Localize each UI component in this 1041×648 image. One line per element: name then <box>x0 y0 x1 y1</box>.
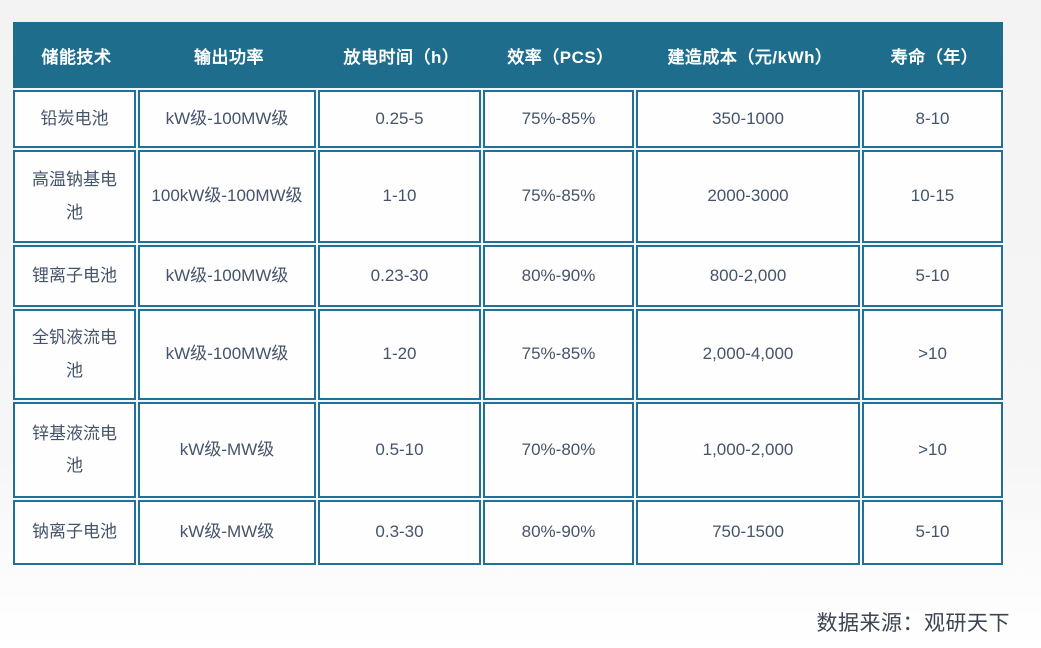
table-cell: >10 <box>862 309 1003 400</box>
table-cell: 70%-80% <box>483 402 634 498</box>
table-cell: 0.25-5 <box>318 90 481 148</box>
header-cell-efficiency: 效率（PCS） <box>507 47 614 67</box>
table-cell: 钠离子电池 <box>13 500 136 565</box>
data-source-note: 数据来源：观研天下 <box>816 612 1010 635</box>
table-cell: 1-20 <box>318 309 481 400</box>
table-cell: kW级-100MW级 <box>138 245 316 307</box>
table-row: 锌基液流电池 kW级-MW级 0.5-10 70%-80% 1,000-2,00… <box>13 402 1003 498</box>
header-cell-discharge-time: 放电时间（h） <box>343 47 460 67</box>
table-cell: 75%-85% <box>483 150 634 243</box>
table-cell: kW级-MW级 <box>138 402 316 498</box>
table-row: 全钒液流电池 kW级-100MW级 1-20 75%-85% 2,000-4,0… <box>13 309 1003 400</box>
table-cell: kW级-100MW级 <box>138 90 316 148</box>
table-cell: 8-10 <box>862 90 1003 148</box>
table-cell: 高温钠基电池 <box>13 150 136 243</box>
header-cell-technology: 储能技术 <box>41 47 112 67</box>
table-cell: 750-1500 <box>636 500 860 565</box>
table-cell: 2,000-4,000 <box>636 309 860 400</box>
table-cell: 80%-90% <box>483 245 634 307</box>
table-cell: kW级-MW级 <box>138 500 316 565</box>
header-cell-lifespan: 寿命（年） <box>890 47 979 67</box>
header-cell-output-power: 输出功率 <box>194 47 264 67</box>
table-row: 铅炭电池 kW级-100MW级 0.25-5 75%-85% 350-1000 … <box>13 90 1003 148</box>
storage-technology-table: 储能技术 输出功率 放电时间（h） 效率（PCS） 建造成本（元/kWh） 寿命… <box>13 22 1003 565</box>
table-cell: 75%-85% <box>483 309 634 400</box>
table-cell: kW级-100MW级 <box>138 309 316 400</box>
table-cell: 800-2,000 <box>636 245 860 307</box>
table-cell: 5-10 <box>862 500 1003 565</box>
table-cell: 80%-90% <box>483 500 634 565</box>
table-row: 高温钠基电池 100kW级-100MW级 1-10 75%-85% 2000-3… <box>13 150 1003 243</box>
table-body: 铅炭电池 kW级-100MW级 0.25-5 75%-85% 350-1000 … <box>13 90 1003 565</box>
table-cell: 0.5-10 <box>318 402 481 498</box>
table-cell: 1-10 <box>318 150 481 243</box>
table-cell: 0.3-30 <box>318 500 481 565</box>
table-cell: >10 <box>862 402 1003 498</box>
table-cell: 350-1000 <box>636 90 860 148</box>
table-cell: 铅炭电池 <box>13 90 136 148</box>
table-cell: 100kW级-100MW级 <box>138 150 316 243</box>
table-row: 锂离子电池 kW级-100MW级 0.23-30 80%-90% 800-2,0… <box>13 245 1003 307</box>
table-row: 钠离子电池 kW级-MW级 0.3-30 80%-90% 750-1500 5-… <box>13 500 1003 565</box>
table-cell: 10-15 <box>862 150 1003 243</box>
table-cell: 全钒液流电池 <box>13 309 136 400</box>
header-cell-build-cost: 建造成本（元/kWh） <box>667 47 833 67</box>
table-cell: 1,000-2,000 <box>636 402 860 498</box>
table-cell: 锂离子电池 <box>13 245 136 307</box>
table-cell: 2000-3000 <box>636 150 860 243</box>
table-cell: 5-10 <box>862 245 1003 307</box>
table-cell: 锌基液流电池 <box>13 402 136 498</box>
table-cell: 0.23-30 <box>318 245 481 307</box>
table-cell: 75%-85% <box>483 90 634 148</box>
table-header-row: 储能技术 输出功率 放电时间（h） 效率（PCS） 建造成本（元/kWh） 寿命… <box>13 22 1003 88</box>
